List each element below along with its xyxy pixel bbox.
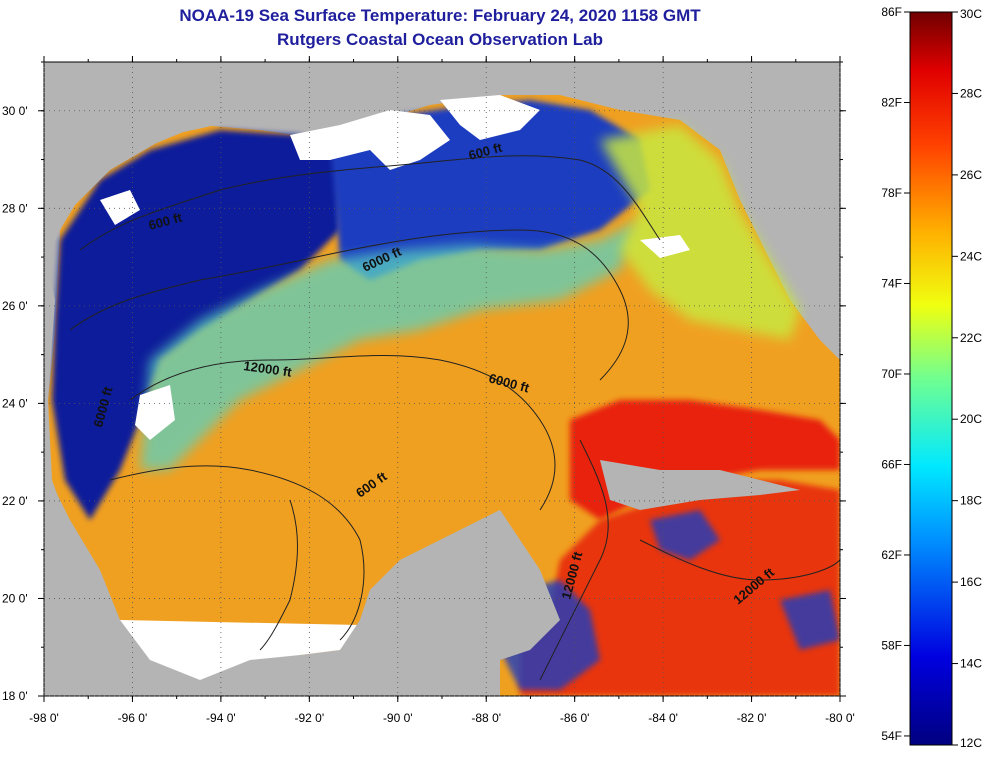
lon-tick-label: -84 0' (648, 711, 678, 725)
colorbar-ramp (909, 11, 953, 746)
colorbar-fahrenheit-label: 66F (881, 457, 902, 471)
colorbar-celsius-label: 16C (960, 575, 982, 589)
colorbar-fahrenheit-label: 58F (881, 638, 902, 652)
florida-shelf-cool (600, 125, 800, 340)
caribbean-cold-patches (500, 510, 840, 690)
bathymetry-contours (69, 155, 840, 681)
colorbar-fahrenheit-labels: 86F 82F 78F 74F 70F 66F 62F 58F 54F (881, 5, 910, 743)
lon-tick-label: -90 0' (383, 711, 413, 725)
colorbar-fahrenheit-label: 86F (881, 5, 902, 19)
map-imagery (44, 62, 840, 696)
colorbar-fahrenheit-label: 62F (881, 548, 902, 562)
lon-tick-label: -80 0' (825, 711, 855, 725)
contour-label-12000ft-central: 12000 ft (243, 358, 294, 380)
lon-tick-label: -98 0' (29, 711, 59, 725)
colorbar-fahrenheit-label: 74F (881, 276, 902, 290)
map-subtitle: Rutgers Coastal Ocean Observation Lab (277, 30, 603, 49)
colorbar-celsius-labels: 30C 28C 26C 24C 22C 20C 18C 16C 14C 12C (952, 7, 982, 750)
latitude-axis: 30 0' 28 0' 26 0' 24 0' 22 0' 20 0' 18 0' (2, 61, 846, 703)
lon-tick-label: -82 0' (737, 711, 767, 725)
lon-tick-label: -96 0' (118, 711, 148, 725)
lat-tick-label: 28 0' (2, 201, 28, 215)
colorbar-fahrenheit-label: 78F (881, 186, 902, 200)
lat-tick-label: 30 0' (2, 104, 28, 118)
colorbar-celsius-label: 24C (960, 249, 982, 263)
caribbean-hot (520, 480, 840, 696)
colorbar-celsius-label: 18C (960, 494, 982, 508)
colorbar-celsius-label: 22C (960, 331, 982, 345)
lat-tick-label: 22 0' (2, 494, 28, 508)
colorbar-celsius-label: 30C (960, 7, 982, 21)
colorbar-fahrenheit-label: 70F (881, 367, 902, 381)
colorbar-celsius-label: 28C (960, 86, 982, 100)
lon-tick-label: -92 0' (295, 711, 325, 725)
colorbar-celsius-label: 12C (960, 736, 982, 750)
lat-tick-label: 24 0' (2, 396, 28, 410)
longitude-axis: -98 0' -96 0' -94 0' -92 0' -90 0' -88 0' -86 … (29, 56, 855, 725)
colorbar-fahrenheit-label: 82F (881, 95, 902, 109)
colorbar-celsius-label: 14C (960, 657, 982, 671)
land-masses (44, 62, 840, 696)
lon-tick-label: -94 0' (206, 711, 236, 725)
colorbar-celsius-label: 20C (960, 412, 982, 426)
lon-tick-label: -88 0' (471, 711, 501, 725)
colorbar-fahrenheit-label: 54F (881, 729, 902, 743)
colorbar: 86F 82F 78F 74F 70F 66F 62F 58F 54F 30C 28C 26C 24C… (881, 5, 982, 750)
lat-tick-label: 18 0' (2, 689, 28, 703)
lat-tick-label: 26 0' (2, 299, 28, 313)
graticule (43, 62, 841, 697)
lat-tick-label: 20 0' (2, 591, 28, 605)
transition-band (140, 220, 640, 470)
map-title: NOAA-19 Sea Surface Temperature: Februar… (179, 6, 701, 25)
lon-tick-label: -86 0' (560, 711, 590, 725)
colorbar-celsius-label: 26C (960, 168, 982, 182)
